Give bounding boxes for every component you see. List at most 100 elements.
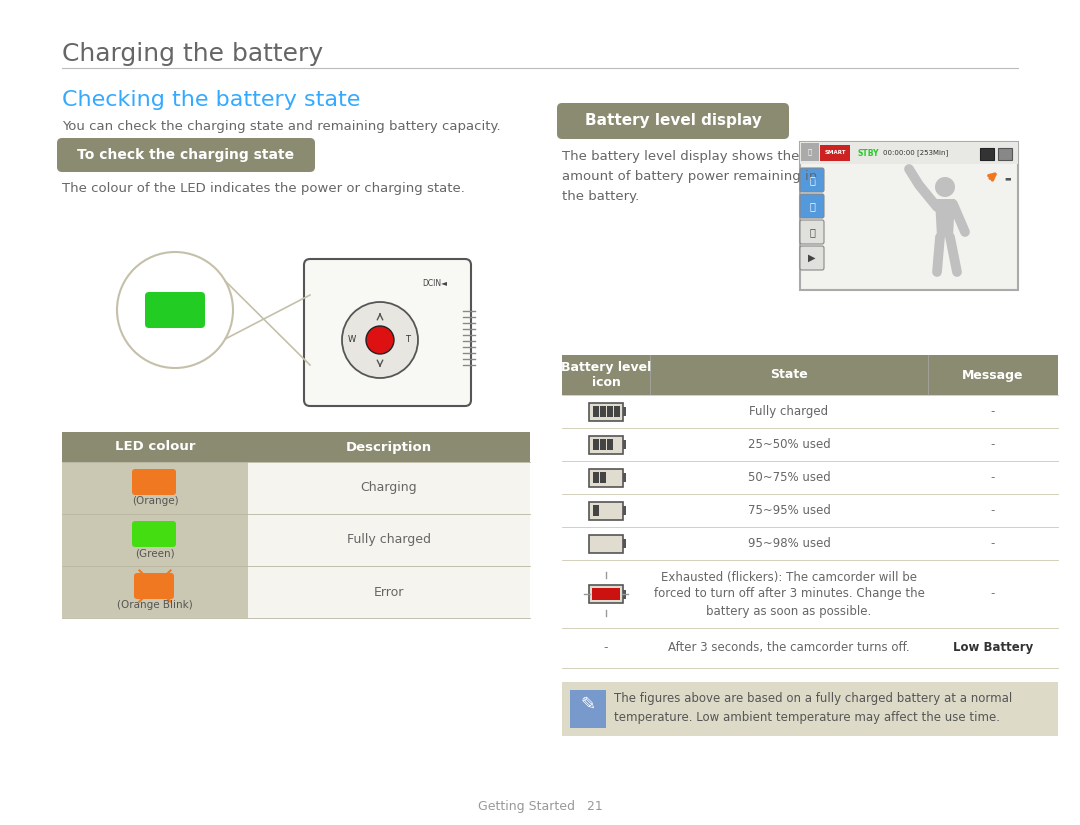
Circle shape: [935, 177, 955, 197]
FancyBboxPatch shape: [800, 194, 824, 218]
FancyBboxPatch shape: [62, 432, 530, 462]
FancyBboxPatch shape: [592, 588, 620, 600]
Text: (Orange): (Orange): [132, 496, 178, 506]
Polygon shape: [935, 199, 955, 237]
Text: Exhausted (flickers): The camcorder will be
forced to turn off after 3 minutes. : Exhausted (flickers): The camcorder will…: [653, 571, 924, 617]
Text: The colour of the LED indicates the power or charging state.: The colour of the LED indicates the powe…: [62, 182, 464, 195]
Text: ▬: ▬: [1004, 175, 1011, 181]
FancyBboxPatch shape: [800, 220, 824, 244]
FancyBboxPatch shape: [800, 168, 824, 192]
Text: The battery level display shows the
amount of battery power remaining in
the bat: The battery level display shows the amou…: [562, 150, 818, 203]
Text: (Orange Blink): (Orange Blink): [117, 600, 193, 610]
Text: ▶: ▶: [808, 253, 815, 263]
FancyBboxPatch shape: [303, 259, 471, 406]
FancyBboxPatch shape: [980, 148, 994, 160]
Text: Fully charged: Fully charged: [347, 534, 431, 546]
Text: -: -: [990, 405, 995, 418]
Text: ⬛: ⬛: [809, 175, 815, 185]
Text: To check the charging state: To check the charging state: [78, 148, 295, 162]
FancyBboxPatch shape: [623, 506, 626, 515]
FancyBboxPatch shape: [557, 103, 789, 139]
Text: You can check the charging state and remaining battery capacity.: You can check the charging state and rem…: [62, 120, 501, 133]
Text: -: -: [990, 504, 995, 517]
Text: Charging the battery: Charging the battery: [62, 42, 323, 66]
Text: 00:00:00 [253Min]: 00:00:00 [253Min]: [883, 149, 948, 157]
Text: Charging: Charging: [361, 482, 417, 494]
Text: 🔒: 🔒: [808, 148, 812, 155]
FancyBboxPatch shape: [132, 521, 176, 547]
FancyBboxPatch shape: [562, 355, 1058, 395]
FancyBboxPatch shape: [62, 514, 248, 566]
Text: T: T: [405, 336, 410, 345]
Text: Battery level display: Battery level display: [584, 114, 761, 129]
FancyBboxPatch shape: [57, 138, 315, 172]
FancyBboxPatch shape: [607, 439, 612, 450]
FancyBboxPatch shape: [599, 439, 606, 450]
Text: 75~95% used: 75~95% used: [747, 504, 831, 517]
Text: 🔍: 🔍: [809, 227, 815, 237]
Text: -: -: [604, 642, 608, 654]
Text: DCIN◄: DCIN◄: [422, 279, 447, 287]
FancyBboxPatch shape: [593, 439, 598, 450]
Text: LED colour: LED colour: [114, 441, 195, 454]
Circle shape: [117, 252, 233, 368]
FancyBboxPatch shape: [570, 690, 606, 728]
Text: W: W: [348, 336, 356, 345]
FancyBboxPatch shape: [132, 469, 176, 495]
FancyBboxPatch shape: [145, 292, 205, 328]
FancyBboxPatch shape: [623, 407, 626, 416]
Text: 📷: 📷: [809, 201, 815, 211]
FancyBboxPatch shape: [593, 505, 598, 516]
FancyBboxPatch shape: [800, 142, 1018, 290]
FancyBboxPatch shape: [589, 585, 623, 603]
FancyBboxPatch shape: [623, 539, 626, 548]
FancyBboxPatch shape: [593, 472, 598, 483]
Text: Battery level
icon: Battery level icon: [561, 361, 651, 389]
Text: SMART: SMART: [824, 150, 846, 155]
FancyBboxPatch shape: [998, 148, 1012, 160]
FancyBboxPatch shape: [623, 473, 626, 482]
FancyBboxPatch shape: [589, 469, 623, 487]
Text: Fully charged: Fully charged: [750, 405, 828, 418]
Text: State: State: [770, 369, 808, 381]
FancyBboxPatch shape: [62, 566, 248, 618]
Text: -: -: [990, 471, 995, 484]
Text: Message: Message: [962, 369, 1024, 381]
Text: Description: Description: [346, 441, 432, 454]
Text: -: -: [990, 537, 995, 550]
FancyBboxPatch shape: [801, 143, 819, 161]
FancyBboxPatch shape: [589, 436, 623, 454]
Text: After 3 seconds, the camcorder turns off.: After 3 seconds, the camcorder turns off…: [669, 642, 909, 654]
FancyBboxPatch shape: [800, 246, 824, 270]
Text: -: -: [990, 438, 995, 451]
Circle shape: [342, 302, 418, 378]
Text: (Green): (Green): [135, 548, 175, 558]
FancyBboxPatch shape: [562, 682, 1058, 736]
FancyBboxPatch shape: [623, 590, 626, 598]
FancyBboxPatch shape: [589, 535, 623, 553]
Text: Error: Error: [374, 586, 404, 598]
FancyBboxPatch shape: [599, 406, 606, 417]
FancyBboxPatch shape: [62, 462, 248, 514]
FancyBboxPatch shape: [599, 472, 606, 483]
Text: 25~50% used: 25~50% used: [747, 438, 831, 451]
Text: STBY: STBY: [858, 148, 879, 158]
FancyBboxPatch shape: [623, 440, 626, 449]
FancyBboxPatch shape: [248, 462, 530, 514]
FancyBboxPatch shape: [820, 145, 850, 161]
Text: Low Battery: Low Battery: [953, 642, 1034, 654]
FancyBboxPatch shape: [613, 406, 620, 417]
Text: Checking the battery state: Checking the battery state: [62, 90, 361, 110]
Text: The figures above are based on a fully charged battery at a normal
temperature. : The figures above are based on a fully c…: [615, 692, 1012, 724]
FancyBboxPatch shape: [589, 502, 623, 520]
Text: 50~75% used: 50~75% used: [747, 471, 831, 484]
Text: -: -: [990, 587, 995, 601]
FancyBboxPatch shape: [607, 406, 612, 417]
Text: ✎: ✎: [580, 696, 595, 714]
FancyBboxPatch shape: [800, 142, 1018, 164]
FancyBboxPatch shape: [248, 566, 530, 618]
Text: 95~98% used: 95~98% used: [747, 537, 831, 550]
Circle shape: [366, 326, 394, 354]
FancyBboxPatch shape: [134, 573, 174, 599]
FancyBboxPatch shape: [248, 514, 530, 566]
